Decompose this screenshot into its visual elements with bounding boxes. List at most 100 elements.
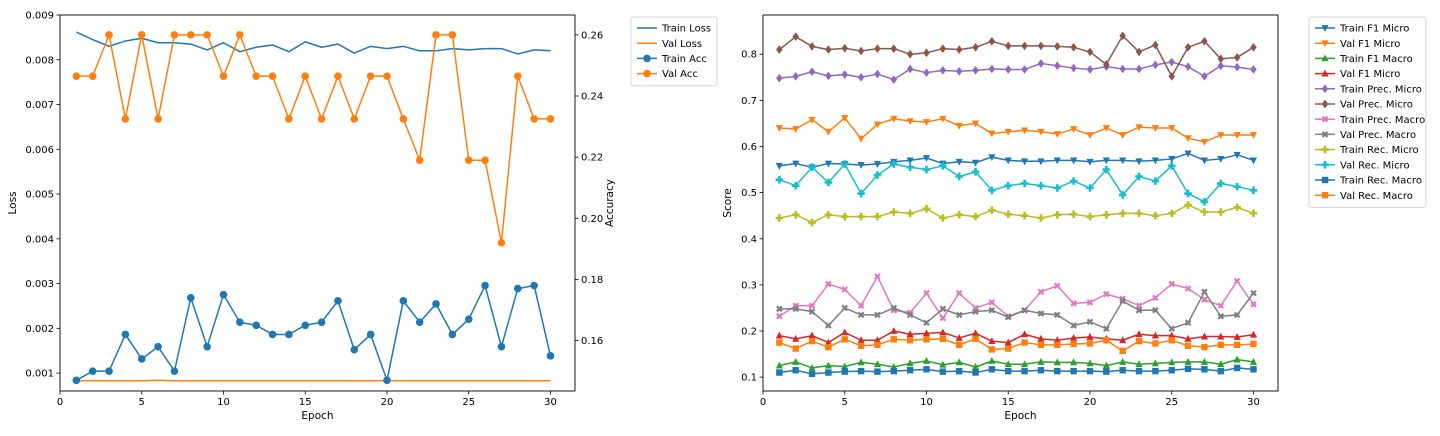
data-point — [220, 72, 228, 80]
data-point — [825, 211, 833, 219]
data-point — [465, 156, 473, 164]
data-point — [1250, 331, 1257, 338]
data-point — [955, 173, 963, 181]
y2-tick-label: 0.22 — [581, 153, 603, 164]
data-point — [1053, 211, 1061, 219]
data-point — [1021, 212, 1029, 220]
legend-swatch-marker — [643, 70, 651, 78]
data-point — [1103, 337, 1109, 343]
series-line — [779, 205, 1253, 223]
data-point — [923, 49, 929, 58]
series-train-rec-micro — [776, 201, 1258, 226]
data-point — [1021, 65, 1027, 74]
legend-label: Val Rec. Micro — [1340, 160, 1410, 171]
data-point — [1168, 58, 1174, 67]
legend-label: Val Acc — [662, 69, 698, 80]
data-point — [988, 131, 995, 138]
data-point — [956, 290, 963, 297]
y-tick-label: 0.008 — [25, 55, 54, 66]
data-point — [383, 72, 391, 80]
x-tick-label: 15 — [1002, 397, 1015, 408]
data-point — [1250, 290, 1257, 297]
series-val-acc — [73, 31, 555, 246]
data-point — [1233, 183, 1241, 191]
data-point — [1021, 180, 1029, 188]
data-point — [776, 74, 782, 83]
legend-swatch-marker — [643, 55, 651, 63]
data-point — [122, 331, 130, 339]
data-point — [481, 282, 489, 290]
data-point — [105, 31, 113, 39]
y2-tick-label: 0.20 — [581, 214, 603, 225]
data-point — [203, 31, 211, 39]
legend-label: Val F1 Micro — [1340, 69, 1400, 80]
y-tick-label: 0.2 — [741, 327, 757, 338]
data-point — [956, 45, 962, 54]
data-point — [1250, 157, 1257, 164]
data-point — [269, 331, 277, 339]
data-point — [1119, 210, 1127, 218]
y-tick-label: 0.002 — [25, 324, 54, 335]
data-point — [792, 211, 800, 219]
data-point — [1168, 325, 1175, 332]
data-point — [906, 163, 914, 171]
data-point — [514, 285, 522, 293]
legend-label: Val Prec. Micro — [1340, 100, 1413, 111]
data-point — [825, 45, 831, 54]
series-line — [779, 36, 1253, 77]
data-point — [956, 342, 962, 348]
data-point — [1152, 295, 1159, 302]
data-point — [1054, 342, 1060, 348]
data-point — [1168, 210, 1176, 218]
data-point — [1201, 139, 1208, 146]
x-tick-label: 15 — [299, 397, 312, 408]
data-point — [792, 358, 799, 365]
data-point — [1136, 338, 1142, 344]
data-point — [1184, 190, 1192, 198]
series-train-loss — [76, 32, 550, 54]
series-line — [76, 35, 550, 243]
data-point — [1250, 301, 1257, 308]
data-point — [874, 368, 880, 374]
x-tick-label: 0 — [760, 397, 766, 408]
legend-label: Train Acc — [661, 54, 707, 65]
data-point — [890, 208, 898, 216]
data-point — [825, 72, 831, 81]
data-point — [874, 44, 880, 53]
data-point — [1201, 289, 1208, 296]
data-point — [449, 331, 457, 339]
data-point — [923, 290, 930, 297]
series-val-f1-micro — [776, 327, 1257, 345]
x-tick-label: 10 — [920, 397, 933, 408]
data-point — [1087, 368, 1093, 374]
data-point — [841, 213, 849, 221]
legend-label: Train F1 Micro — [1339, 24, 1409, 35]
x-axis-label: Epoch — [301, 410, 333, 422]
y-tick-label: 0.7 — [741, 96, 757, 107]
series-line — [779, 118, 1253, 142]
data-point — [988, 357, 995, 364]
series-line — [779, 368, 1253, 374]
data-point — [547, 352, 555, 360]
data-point — [1054, 368, 1060, 374]
data-point — [1185, 366, 1191, 372]
data-point — [1004, 182, 1012, 190]
data-point — [416, 156, 424, 164]
x-tick-label: 25 — [1165, 397, 1178, 408]
legend-label: Train Prec. Micro — [1339, 84, 1422, 95]
data-point — [1152, 212, 1160, 220]
legend-label: Train Rec. Micro — [1339, 145, 1419, 156]
data-point — [1070, 341, 1076, 347]
legend-label: Val Prec. Macro — [1340, 130, 1416, 141]
data-point — [809, 42, 815, 51]
x-axis-label: Epoch — [1004, 410, 1036, 422]
data-point — [530, 282, 538, 290]
x-tick-label: 30 — [544, 397, 557, 408]
data-point — [1201, 366, 1207, 372]
data-point — [1038, 342, 1044, 348]
data-point — [400, 115, 408, 123]
data-point — [89, 367, 97, 375]
data-point — [1152, 368, 1158, 374]
data-point — [1250, 187, 1258, 195]
